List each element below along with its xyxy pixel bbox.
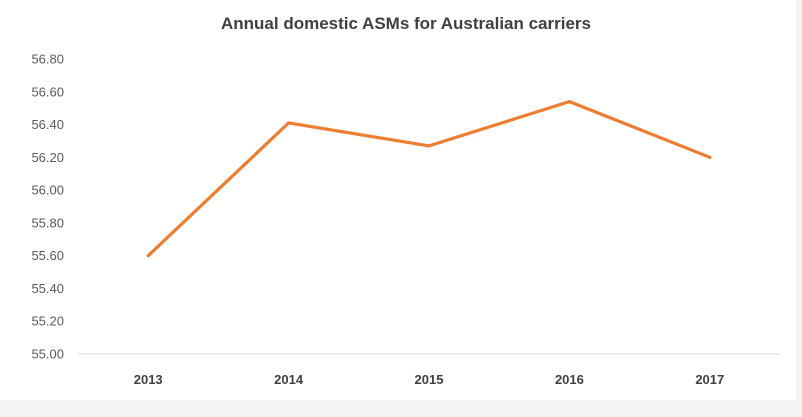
chart-title: Annual domestic ASMs for Australian carr… <box>220 14 591 33</box>
y-tick-label: 56.40 <box>31 117 64 132</box>
data-point <box>287 121 291 125</box>
x-tick-label: 2016 <box>555 372 584 387</box>
x-tick-label: 2014 <box>274 372 304 387</box>
y-tick-label: 55.00 <box>31 347 64 362</box>
line-chart: 55.00 55.20 55.40 55.60 55.80 56.00 56.20 56.40… <box>31 52 780 387</box>
x-axis-labels: 2013 2014 2015 2016 2017 <box>134 372 725 387</box>
x-tick-label: 2013 <box>134 372 163 387</box>
series-line <box>146 99 712 258</box>
y-tick-label: 55.40 <box>31 281 64 296</box>
chart-card: Annual domestic ASMs for Australian carr… <box>0 0 796 400</box>
y-tick-label: 56.80 <box>31 52 64 67</box>
y-tick-label: 55.20 <box>31 314 64 329</box>
y-tick-label: 56.60 <box>31 84 64 99</box>
y-tick-label: 56.00 <box>31 183 64 198</box>
y-tick-label: 55.80 <box>31 215 64 230</box>
data-point <box>567 100 572 104</box>
x-tick-label: 2015 <box>415 372 444 387</box>
y-tick-label: 55.60 <box>31 248 64 263</box>
data-point <box>427 144 431 148</box>
data-point <box>708 155 712 159</box>
y-axis-labels: 55.00 55.20 55.40 55.60 55.80 56.00 56.20 56.40… <box>31 52 64 362</box>
y-tick-label: 56.20 <box>31 150 64 165</box>
x-tick-label: 2017 <box>695 372 724 387</box>
data-point <box>146 254 150 258</box>
